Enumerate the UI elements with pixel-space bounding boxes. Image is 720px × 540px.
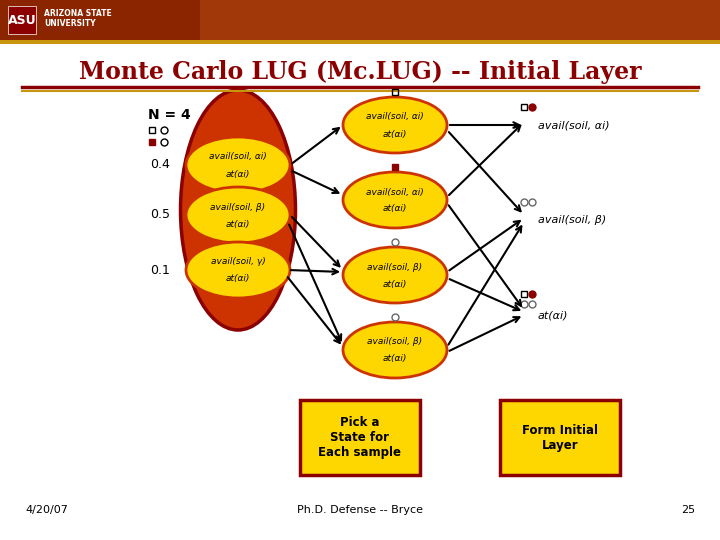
Text: at(αi): at(αi): [383, 130, 408, 138]
Ellipse shape: [186, 242, 290, 298]
Text: at(αi): at(αi): [538, 310, 569, 320]
Text: 25: 25: [681, 505, 695, 515]
Text: ARIZONA STATE: ARIZONA STATE: [44, 9, 112, 17]
Bar: [0, 40, 720, 44]
Text: 0.5: 0.5: [150, 208, 170, 221]
Ellipse shape: [343, 172, 447, 228]
Text: UNIVERSITY: UNIVERSITY: [44, 19, 96, 29]
Text: N = 4: N = 4: [148, 108, 191, 122]
Ellipse shape: [343, 247, 447, 303]
FancyBboxPatch shape: [200, 0, 720, 40]
Ellipse shape: [186, 187, 290, 243]
Text: Form Initial
Layer: Form Initial Layer: [522, 423, 598, 451]
Ellipse shape: [343, 322, 447, 378]
Text: avail(soil, γ): avail(soil, γ): [211, 258, 266, 267]
Text: avail(soil, β): avail(soil, β): [367, 338, 423, 347]
Bar: [0, 0, 720, 40]
Text: at(αi): at(αi): [226, 274, 250, 284]
Text: avail(soil, αi): avail(soil, αi): [366, 187, 424, 197]
Ellipse shape: [186, 137, 290, 193]
Text: at(αi): at(αi): [383, 280, 408, 288]
Ellipse shape: [343, 97, 447, 153]
FancyBboxPatch shape: [300, 400, 420, 475]
Text: ASU: ASU: [8, 14, 36, 26]
Text: Pick a
State for
Each sample: Pick a State for Each sample: [318, 416, 402, 459]
Text: avail(soil, αi): avail(soil, αi): [209, 152, 267, 161]
FancyBboxPatch shape: [500, 400, 620, 475]
Text: Ph.D. Defense -- Bryce: Ph.D. Defense -- Bryce: [297, 505, 423, 515]
Text: at(αi): at(αi): [383, 354, 408, 363]
Text: 4/20/07: 4/20/07: [25, 505, 68, 515]
Text: avail(soil, αi): avail(soil, αi): [366, 112, 424, 122]
Text: avail(soil, β): avail(soil, β): [538, 215, 606, 225]
Text: avail(soil, β): avail(soil, β): [367, 262, 423, 272]
Text: Monte Carlo LUG (Mc.LUG) -- Initial Layer: Monte Carlo LUG (Mc.LUG) -- Initial Laye…: [78, 60, 642, 84]
Text: avail(soil, αi): avail(soil, αi): [538, 120, 610, 130]
Text: 0.1: 0.1: [150, 264, 170, 276]
Text: 0.4: 0.4: [150, 159, 170, 172]
Text: at(αi): at(αi): [226, 219, 250, 228]
Text: at(αi): at(αi): [226, 170, 250, 179]
Text: avail(soil, β): avail(soil, β): [210, 202, 266, 212]
Ellipse shape: [181, 90, 295, 330]
Text: at(αi): at(αi): [383, 205, 408, 213]
Bar: [8, 6, 36, 34]
